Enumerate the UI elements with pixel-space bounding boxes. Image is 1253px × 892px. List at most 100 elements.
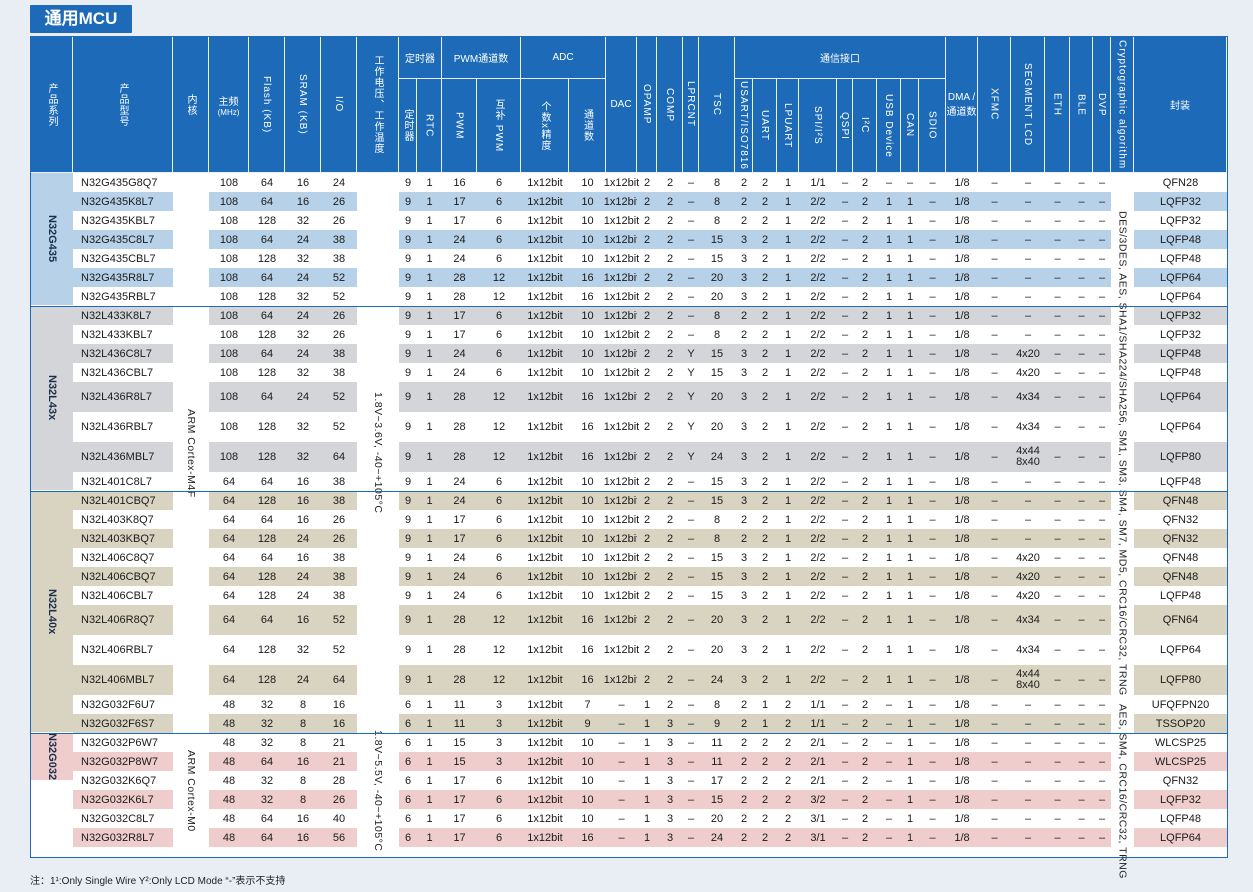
spec-cell: – xyxy=(687,736,695,749)
spec-cell: 10 xyxy=(581,589,594,602)
spec-cell: 2 xyxy=(784,774,792,787)
spec-cell: 3/1 xyxy=(810,812,826,825)
spec-cell: 12 xyxy=(492,290,506,303)
spec-cell: 2 xyxy=(761,774,769,787)
spec-cell: 1 xyxy=(885,252,893,265)
spec-cell: 1 xyxy=(901,828,919,847)
spec-cell: 1 xyxy=(426,812,433,825)
spec-cell: 24 xyxy=(332,176,346,189)
model-cell: N32G435CBL7 xyxy=(81,252,156,265)
spec-cell: – xyxy=(991,774,998,787)
spec-cell: 2 xyxy=(861,736,869,749)
header-core: 内核 xyxy=(173,37,209,173)
spec-cell: – xyxy=(1024,176,1032,189)
spec-cell: 64 xyxy=(249,605,285,635)
spec-cell: – xyxy=(1045,529,1070,548)
spec-cell: 1x12bit xyxy=(604,665,639,695)
spec-cell: 64 xyxy=(249,382,285,412)
spec-cell: 2 xyxy=(753,382,777,412)
spec-cell: 128 xyxy=(249,442,285,472)
spec-cell: 1 xyxy=(777,192,799,211)
spec-cell: 10 xyxy=(569,790,606,809)
spec-cell: – xyxy=(1093,529,1111,548)
table-row: N32L436C8L7 108 64 24 38 9 1 24 6 1x12bit 10 1x12bi… xyxy=(31,344,1227,363)
spec-cell: 1 xyxy=(643,774,651,787)
spec-cell: 56 xyxy=(321,828,357,847)
spec-cell: 17 xyxy=(453,513,466,526)
spec-cell: 10 xyxy=(569,192,606,211)
spec-cell: – xyxy=(841,513,849,526)
spec-cell: 26 xyxy=(332,214,346,227)
spec-cell: 1x12bit xyxy=(527,252,563,265)
family-divider xyxy=(31,306,1227,307)
spec-cell: – xyxy=(1045,491,1070,510)
spec-cell: 1 xyxy=(426,421,433,433)
header-rtc: RTC xyxy=(417,79,442,173)
spec-cell: 1 xyxy=(637,828,657,847)
package-cell: LQFP80 xyxy=(1134,665,1227,695)
spec-cell: 1 xyxy=(901,344,919,363)
spec-cell: 1x12bit xyxy=(527,176,563,189)
spec-cell: 1/8 xyxy=(946,382,978,412)
spec-cell: 1 xyxy=(637,752,657,771)
spec-cell: – xyxy=(991,366,998,379)
spec-cell: 3 xyxy=(477,752,521,771)
spec-cell: – xyxy=(683,567,699,586)
spec-cell: – xyxy=(1078,513,1085,526)
spec-cell: 2 xyxy=(637,665,657,695)
spec-cell: 108 xyxy=(209,442,249,472)
spec-cell: – xyxy=(1078,698,1085,711)
spec-cell: – xyxy=(978,605,1011,635)
spec-cell: – xyxy=(1054,589,1061,602)
spec-cell: 2/2 xyxy=(810,589,826,602)
spec-cell: 28 xyxy=(332,774,346,787)
spec-table: 产品系列 产品型号 内核 主频 (MHz) Flash (KB) SRAM (KB) I/O 工… xyxy=(30,36,1228,878)
spec-cell: – xyxy=(877,828,901,847)
spec-cell: 1 xyxy=(906,698,914,711)
spec-cell: – xyxy=(606,828,637,847)
spec-cell: 1 xyxy=(885,290,893,303)
model-cell: N32L406C8Q7 xyxy=(81,551,155,564)
spec-cell: 1 xyxy=(417,230,442,249)
spec-cell: 1 xyxy=(417,714,442,733)
spec-cell: 1 xyxy=(426,366,433,379)
spec-cell: 40 xyxy=(332,812,346,825)
spec-cell: 6 xyxy=(495,328,503,341)
model-cell: N32L436C8L7 xyxy=(73,344,173,363)
table-row: N32L406CBQ7 64 128 24 38 9 1 24 6 1x12bit 10 1x12bi… xyxy=(31,567,1227,586)
spec-cell: 64 xyxy=(209,529,249,548)
spec-cell: 2 xyxy=(853,529,877,548)
spec-cell: – xyxy=(1093,268,1111,287)
spec-cell: 9 xyxy=(404,290,412,303)
spec-cell: – xyxy=(1045,714,1070,733)
spec-cell: 10 xyxy=(581,328,594,341)
spec-cell: 3 xyxy=(735,491,753,510)
spec-cell: 1 xyxy=(777,529,799,548)
spec-cell: 24 xyxy=(699,828,735,847)
spec-cell: 3 xyxy=(735,442,753,472)
spec-cell: 24 xyxy=(453,589,466,602)
spec-cell: 48 xyxy=(222,774,236,787)
spec-cell: – xyxy=(991,328,998,341)
spec-cell: 2 xyxy=(777,714,799,733)
spec-cell: 1/8 xyxy=(954,812,970,825)
spec-cell: 6 xyxy=(477,192,521,211)
spec-cell: 1x12bit xyxy=(521,665,569,695)
spec-cell: 1x12bit xyxy=(527,421,563,433)
package-cell: QFN48 xyxy=(1134,491,1227,510)
header-lprcnt: LPRCNT xyxy=(683,37,699,173)
spec-cell: – xyxy=(1011,828,1045,847)
spec-cell: – xyxy=(841,589,849,602)
spec-cell: 1x12bit xyxy=(604,567,639,586)
spec-cell: 1 xyxy=(417,752,442,771)
spec-cell: – xyxy=(841,475,849,488)
spec-cell: 2 xyxy=(853,790,877,809)
spec-cell: 2 xyxy=(657,529,683,548)
spec-cell: Y xyxy=(687,421,695,433)
model-cell: N32L436MBL7 xyxy=(73,442,173,472)
spec-cell: – xyxy=(837,714,853,733)
spec-cell: 1/8 xyxy=(946,230,978,249)
spec-cell: 64 xyxy=(260,513,274,526)
spec-cell: 1 xyxy=(643,698,651,711)
spec-cell: 1x12bit xyxy=(603,475,640,488)
